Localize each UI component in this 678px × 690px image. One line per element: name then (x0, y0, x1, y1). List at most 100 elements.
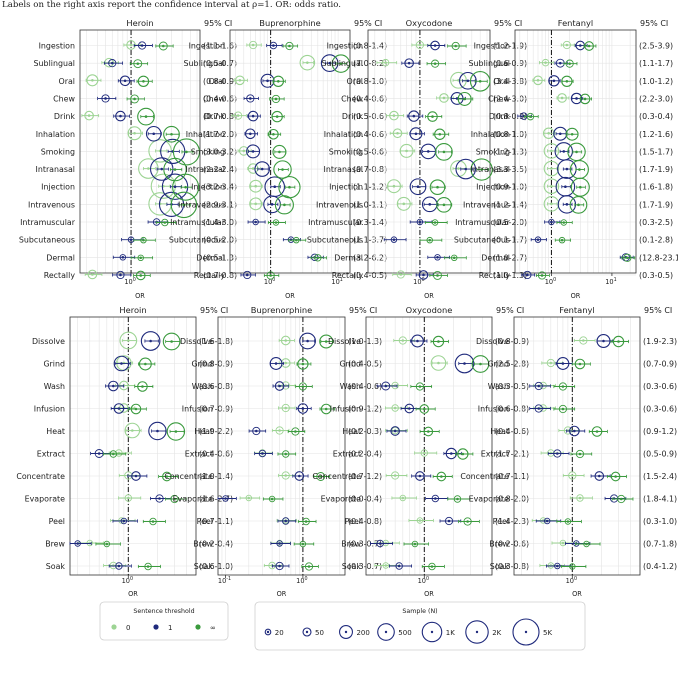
category-label: Grind (43, 360, 65, 369)
point-threshold-inf (463, 97, 466, 101)
point-threshold-inf (617, 340, 620, 343)
category-label: Heat (194, 427, 213, 436)
point-threshold-1 (123, 79, 127, 83)
point-threshold-1 (422, 273, 425, 277)
point-ring-threshold-0 (281, 471, 290, 480)
point-ring-threshold-inf (526, 112, 535, 121)
category-label: Inhalation (324, 130, 363, 139)
point-ring-threshold-inf (428, 562, 436, 571)
point-ring-threshold-inf (316, 472, 326, 481)
point-threshold-1 (266, 79, 269, 83)
point-threshold-1 (573, 429, 576, 433)
ci-label: (0.9-1.0) (493, 183, 527, 192)
point-threshold-1 (428, 203, 432, 206)
legend-size-center (430, 630, 434, 634)
category-label: Oral (209, 77, 225, 86)
point-threshold-inf (272, 132, 275, 136)
point-threshold-inf (454, 44, 457, 48)
ci-label: (2.4-3.0) (493, 94, 527, 103)
point-ring-threshold-0 (115, 449, 123, 457)
ci-label: (0.6-1.0) (199, 562, 233, 571)
category-label: Wash (488, 382, 509, 391)
point-ring-threshold-inf (419, 404, 430, 414)
x-tick-label: 100 (545, 277, 556, 286)
point-threshold-1 (466, 79, 470, 83)
point-ring-threshold-0 (249, 40, 258, 50)
point-ring-threshold-1 (254, 161, 270, 177)
point-threshold-inf (269, 274, 272, 277)
point-threshold-0 (284, 361, 288, 365)
point-ring-threshold-1 (269, 357, 283, 370)
point-threshold-0 (392, 114, 396, 117)
x-axis-label: OR (135, 292, 145, 300)
point-ring-threshold-inf (268, 128, 279, 140)
legend-box (254, 601, 586, 651)
point-threshold-0 (437, 361, 440, 365)
x-tick-label: 101 (331, 277, 342, 286)
point-threshold-inf (433, 221, 437, 224)
point-threshold-inf (578, 452, 582, 456)
point-ring-threshold-0 (396, 270, 405, 279)
category-label: Brew (193, 540, 213, 549)
point-threshold-1 (121, 255, 125, 259)
point-ring-threshold-0 (235, 75, 245, 86)
point-threshold-1 (328, 61, 331, 65)
category-label: Dermal (481, 253, 510, 262)
legend-label: 500 (398, 629, 411, 637)
point-ring-threshold-1 (548, 75, 560, 87)
point-ring-threshold-inf (319, 334, 334, 349)
point-threshold-1 (306, 339, 309, 343)
point-ring-threshold-1 (138, 41, 147, 50)
point-ring-threshold-1 (152, 218, 161, 226)
legend-size-center (524, 630, 528, 634)
x-axis-label: OR (571, 292, 581, 300)
point-ring-threshold-1 (149, 157, 174, 181)
point-threshold-inf (281, 168, 284, 171)
ci-label: (1.4-3.0) (203, 218, 237, 227)
point-threshold-0 (133, 131, 136, 135)
point-threshold-inf (139, 274, 143, 277)
point-ring-threshold-0 (563, 426, 572, 435)
point-ring-threshold-1 (252, 218, 259, 226)
category-label: Soak (194, 562, 214, 571)
ci-label: (1.2-1.9) (493, 42, 527, 51)
point-ring-threshold-0 (439, 93, 449, 103)
point-threshold-inf (436, 185, 439, 189)
point-threshold-0 (251, 43, 255, 47)
point-ring-threshold-inf (612, 335, 625, 348)
point-ring-threshold-1 (115, 562, 123, 570)
point-threshold-inf (619, 497, 623, 501)
ci-label: (0.7-0.9) (643, 360, 677, 369)
point-ring-threshold-0 (381, 58, 390, 67)
ci-label: (0.4-0.6) (353, 130, 387, 139)
point-ring-threshold-0 (543, 143, 560, 159)
point-threshold-0 (549, 361, 553, 365)
point-threshold-0 (550, 184, 553, 188)
x-axis-label: OR (128, 590, 138, 598)
point-threshold-0 (393, 406, 397, 410)
point-ring-threshold-1 (434, 254, 441, 261)
category-label: Smoking (476, 147, 510, 156)
point-threshold-1 (562, 150, 566, 153)
point-ring-threshold-inf (575, 449, 585, 459)
point-threshold-0 (129, 43, 133, 47)
point-threshold-inf (165, 475, 169, 478)
point-threshold-inf (134, 407, 138, 411)
x-axis-label: OR (424, 590, 434, 598)
point-ring-threshold-inf (161, 218, 169, 227)
point-threshold-inf (428, 238, 432, 242)
point-threshold-1 (119, 114, 122, 118)
ci-label: (1.6-2.7) (199, 495, 233, 504)
category-label: Injection (476, 183, 510, 192)
point-ring-threshold-inf (274, 195, 294, 215)
point-ring-threshold-inf (450, 254, 458, 262)
point-threshold-inf (452, 256, 456, 260)
point-ring-threshold-0 (119, 380, 129, 391)
point-ring-threshold-inf (430, 59, 440, 68)
point-ring-threshold-inf (133, 59, 143, 69)
point-threshold-1 (110, 61, 114, 65)
point-threshold-inf (275, 115, 279, 118)
point-threshold-inf (146, 565, 150, 568)
category-label: Intravenous (463, 200, 510, 209)
